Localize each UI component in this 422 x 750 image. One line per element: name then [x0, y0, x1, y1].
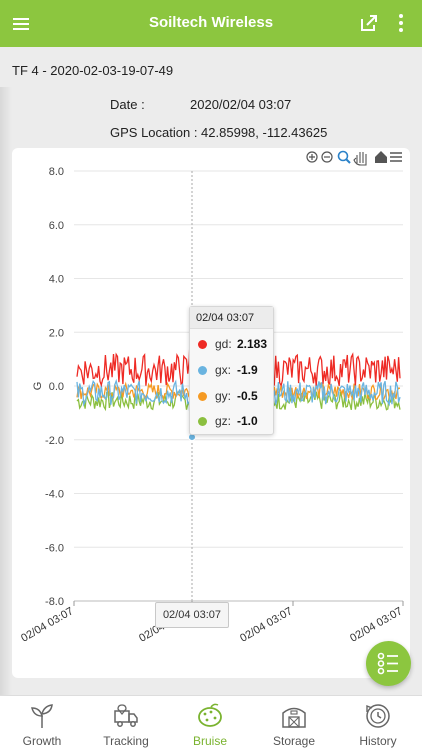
tooltip-row-gx: gx: -1.9	[198, 362, 258, 378]
potato-icon	[198, 703, 222, 727]
gy-color-dot	[198, 391, 207, 401]
y-tick-label: 0.0	[49, 381, 64, 393]
legend-list-button[interactable]	[366, 641, 411, 686]
pan-hand-icon[interactable]	[353, 152, 367, 166]
gx-color-dot	[198, 365, 207, 375]
sprout-icon	[31, 704, 53, 728]
y-tick-label: -4.0	[45, 489, 64, 501]
date-label: Date :	[110, 97, 145, 112]
home-icon[interactable]	[375, 151, 387, 163]
bruise-chart[interactable]: 8.0 6.0 4.0 2.0 0.0 -2.0 -4.0 -6.0 -8.0 G 02/04 0…	[12, 148, 410, 678]
y-axis-label: G	[32, 382, 44, 391]
zoom-out-icon[interactable]	[321, 151, 333, 163]
list-icon	[377, 652, 398, 675]
tooltip-series-value: -1.0	[237, 414, 258, 428]
zoom-in-icon[interactable]	[306, 151, 318, 163]
main-content: TF 4 - 2020-02-03-19-07-49 Date : 2020/0…	[0, 47, 422, 707]
tooltip-series-value: -1.9	[237, 363, 258, 377]
x-tick-label: 02/04 03:07	[348, 605, 404, 644]
tooltip-series-name: gd:	[215, 337, 232, 351]
history-icon	[366, 704, 390, 728]
magnify-icon[interactable]	[337, 150, 351, 164]
gps-location: GPS Location : 42.85998, -112.43625	[110, 125, 328, 140]
tooltip-row-gy: gy: -0.5	[198, 388, 258, 404]
nav-label: Tracking	[103, 734, 149, 748]
x-tick-label: 02/04 03:07	[238, 605, 294, 644]
tooltip-series-name: gz:	[215, 414, 232, 428]
share-icon[interactable]	[358, 12, 380, 34]
nav-storage[interactable]: Storage	[252, 696, 336, 750]
y-tick-label: 2.0	[49, 327, 64, 339]
tooltip-row-gz: gz: -1.0	[198, 413, 258, 429]
data-tooltip: 02/04 03:07 gd: 2.183 gx: -1.9 gy: -0.5 …	[189, 306, 274, 435]
tooltip-row-gd: gd: 2.183	[198, 336, 267, 352]
crosshair-x-label: 02/04 03:07	[155, 602, 229, 628]
menu-icon[interactable]	[390, 152, 402, 162]
y-tick-label: 6.0	[49, 220, 64, 232]
tooltip-series-name: gx:	[215, 363, 232, 377]
y-tick-label: 8.0	[49, 166, 64, 178]
tooltip-time: 02/04 03:07	[190, 307, 273, 329]
nav-history[interactable]: History	[336, 696, 420, 750]
truck-icon	[114, 704, 138, 727]
date-value: 2020/02/04 03:07	[190, 97, 292, 112]
record-title: TF 4 - 2020-02-03-19-07-49	[12, 63, 174, 78]
nav-label: History	[359, 734, 397, 748]
gd-color-dot	[198, 339, 207, 349]
nav-growth[interactable]: Growth	[0, 696, 84, 750]
drawer-edge	[0, 87, 12, 707]
app-title: Soiltech Wireless	[148, 14, 274, 31]
nav-bruise[interactable]: Bruise	[168, 696, 252, 750]
nav-tracking[interactable]: Tracking	[84, 696, 168, 750]
nav-label: Bruise	[192, 734, 227, 748]
nav-label: Storage	[272, 734, 316, 748]
tooltip-series-value: 2.183	[237, 337, 268, 351]
app-bar: Soiltech Wireless	[0, 0, 422, 47]
hamburger-menu-icon[interactable]	[10, 12, 34, 36]
gz-color-dot	[198, 416, 207, 426]
barn-icon	[282, 707, 306, 728]
tooltip-series-name: gy:	[215, 389, 232, 403]
y-tick-label: -2.0	[45, 435, 64, 447]
more-vert-icon[interactable]	[390, 12, 412, 34]
tooltip-series-value: -0.5	[237, 389, 258, 403]
bottom-nav: Growth Tracking Bruise Storage	[0, 695, 422, 750]
y-tick-label: -6.0	[45, 542, 64, 554]
nav-label: Growth	[22, 734, 62, 748]
y-tick-label: 4.0	[49, 274, 64, 286]
y-tick-label: -8.0	[45, 596, 64, 608]
x-tick-label: 02/04 03:07	[19, 605, 75, 644]
